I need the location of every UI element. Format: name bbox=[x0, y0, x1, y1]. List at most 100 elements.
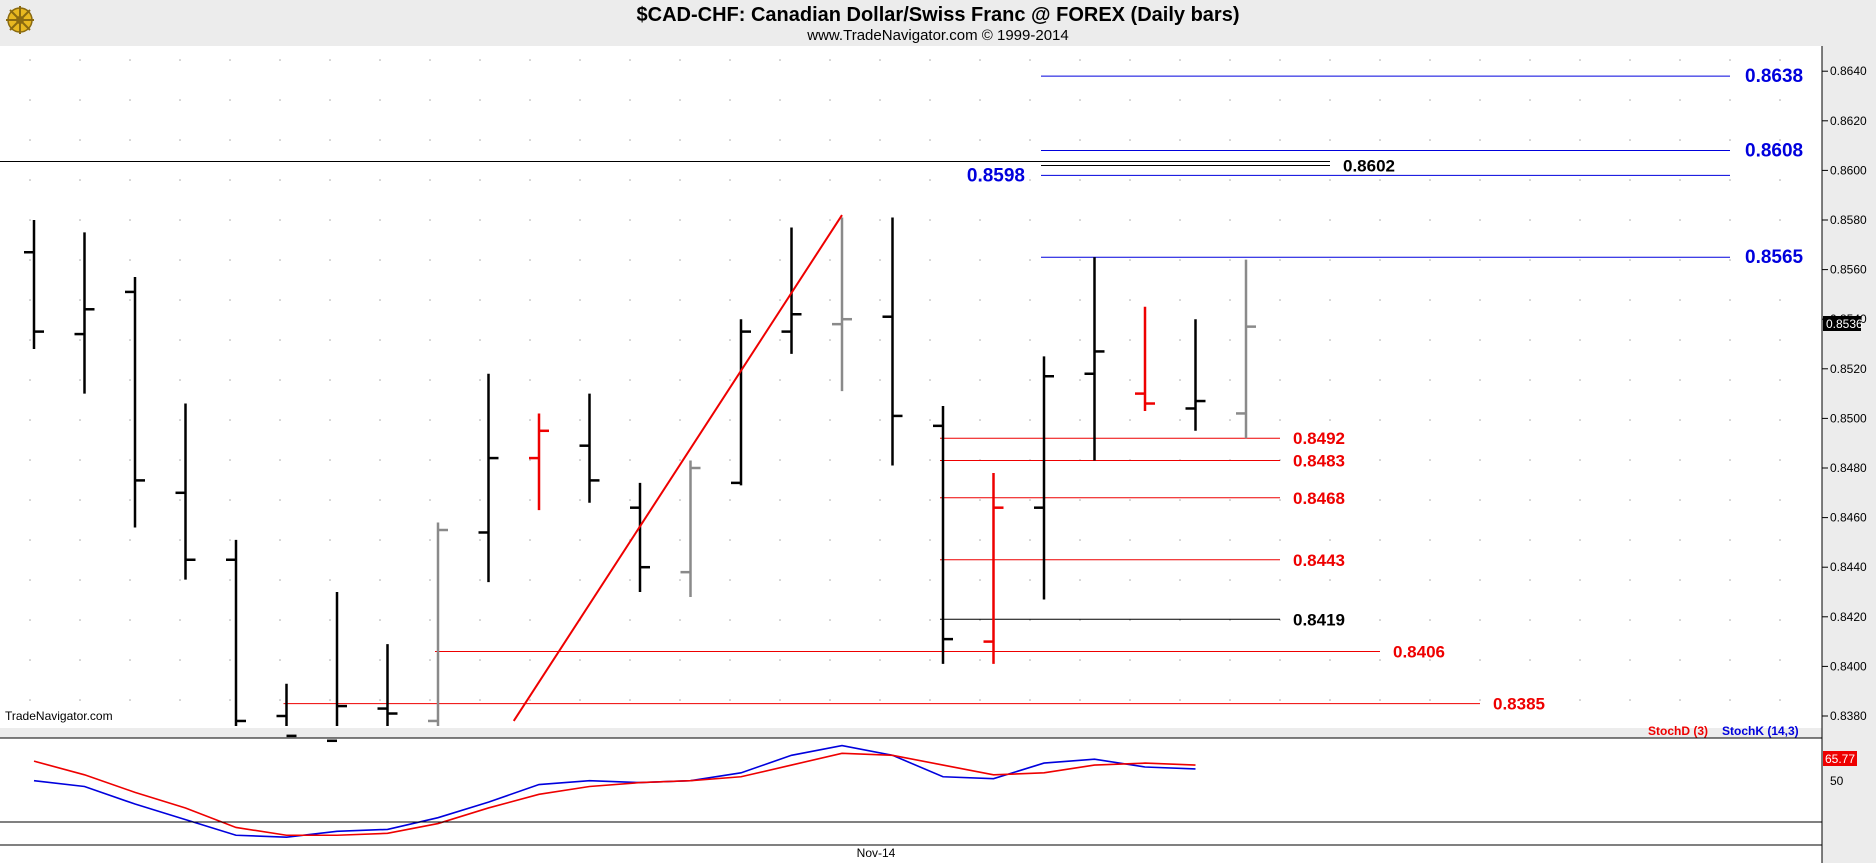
grid-dot bbox=[279, 339, 281, 341]
grid-dot bbox=[129, 379, 131, 381]
grid-dot bbox=[1429, 219, 1431, 221]
grid-dot bbox=[1279, 659, 1281, 661]
grid-dot bbox=[29, 379, 31, 381]
grid-dot bbox=[1729, 219, 1731, 221]
grid-dot bbox=[1179, 379, 1181, 381]
grid-dot bbox=[429, 219, 431, 221]
grid-dot bbox=[129, 419, 131, 421]
grid-dot bbox=[229, 179, 231, 181]
level-lines bbox=[0, 75, 1730, 705]
grid-dot bbox=[1679, 259, 1681, 261]
grid-dot bbox=[1179, 219, 1181, 221]
grid-dot bbox=[1679, 339, 1681, 341]
grid-dot bbox=[1429, 259, 1431, 261]
grid-dot bbox=[479, 579, 481, 581]
grid-dot bbox=[979, 379, 981, 381]
grid-dot bbox=[1079, 659, 1081, 661]
grid-dot bbox=[1179, 659, 1181, 661]
grid-dot bbox=[1729, 659, 1731, 661]
grid-dot bbox=[629, 579, 631, 581]
grid-dot bbox=[1429, 299, 1431, 301]
stoch-panel bbox=[0, 738, 1822, 863]
grid-dot bbox=[1579, 539, 1581, 541]
grid-dot bbox=[1679, 139, 1681, 141]
grid-dot bbox=[429, 579, 431, 581]
grid-dot bbox=[229, 499, 231, 501]
grid-dot bbox=[1329, 179, 1331, 181]
grid-dot bbox=[679, 139, 681, 141]
grid-dot bbox=[379, 219, 381, 221]
grid-dot bbox=[929, 659, 931, 661]
grid-dot bbox=[1529, 379, 1531, 381]
grid-dot bbox=[679, 299, 681, 301]
grid-dot bbox=[829, 539, 831, 541]
grid-dot bbox=[1029, 539, 1031, 541]
grid-dot bbox=[1329, 579, 1331, 581]
grid-dot bbox=[1729, 379, 1731, 381]
grid-dot bbox=[279, 59, 281, 61]
grid-dot bbox=[729, 459, 731, 461]
y-tick-label: 0.8600 bbox=[1830, 163, 1867, 177]
stochd-line bbox=[33, 752, 1196, 837]
grid-dot bbox=[1379, 219, 1381, 221]
grid-dot bbox=[379, 699, 381, 701]
grid-dot bbox=[1129, 99, 1131, 101]
grid-dot bbox=[579, 59, 581, 61]
grid-dot bbox=[1579, 99, 1581, 101]
grid-dot bbox=[29, 299, 31, 301]
grid-dot bbox=[1279, 219, 1281, 221]
grid-dot bbox=[679, 219, 681, 221]
grid-dot bbox=[329, 579, 331, 581]
grid-dot bbox=[329, 299, 331, 301]
grid-dot bbox=[179, 699, 181, 701]
grid-dot bbox=[1329, 419, 1331, 421]
grid-dot bbox=[929, 419, 931, 421]
grid-dot bbox=[529, 99, 531, 101]
grid-dot bbox=[779, 419, 781, 421]
grid-dot bbox=[379, 459, 381, 461]
grid-dot bbox=[729, 699, 731, 701]
grid-dot bbox=[1029, 179, 1031, 181]
grid-dot bbox=[379, 579, 381, 581]
grid-dot bbox=[1229, 299, 1231, 301]
grid-dot bbox=[1629, 419, 1631, 421]
grid-dot bbox=[229, 139, 231, 141]
grid-dot bbox=[979, 699, 981, 701]
grid-dot bbox=[1029, 499, 1031, 501]
grid-dot bbox=[79, 219, 81, 221]
y-tick-label: 0.8520 bbox=[1830, 362, 1867, 376]
grid-dot bbox=[529, 699, 531, 701]
grid-dot bbox=[679, 59, 681, 61]
grid-dot bbox=[1729, 499, 1731, 501]
grid-dot bbox=[1029, 339, 1031, 341]
y-tick-label: 0.8400 bbox=[1830, 659, 1867, 673]
grid-dot bbox=[429, 539, 431, 541]
grid-dot bbox=[329, 499, 331, 501]
grid-dot bbox=[1379, 339, 1381, 341]
grid-dot bbox=[229, 379, 231, 381]
grid-dot bbox=[1729, 579, 1731, 581]
grid-dot bbox=[1529, 139, 1531, 141]
grid-dot bbox=[1329, 379, 1331, 381]
grid-dot bbox=[1629, 339, 1631, 341]
grid-dot bbox=[279, 659, 281, 661]
grid-dot bbox=[829, 99, 831, 101]
grid-dot bbox=[29, 539, 31, 541]
grid-dot bbox=[1579, 499, 1581, 501]
grid-dot bbox=[579, 419, 581, 421]
grid-dot bbox=[679, 459, 681, 461]
grid-dot bbox=[529, 539, 531, 541]
grid-dot bbox=[1729, 99, 1731, 101]
grid-dot bbox=[1229, 419, 1231, 421]
y-tick-label: 0.8640 bbox=[1830, 64, 1867, 78]
grid-dot bbox=[1379, 379, 1381, 381]
watermark: TradeNavigator.com bbox=[5, 709, 113, 723]
grid-dot bbox=[79, 539, 81, 541]
grid-dot bbox=[29, 259, 31, 261]
grid-dot bbox=[1779, 539, 1781, 541]
grid-dot bbox=[479, 459, 481, 461]
grid-dot bbox=[829, 459, 831, 461]
grid-dot bbox=[879, 99, 881, 101]
grid-dot bbox=[929, 139, 931, 141]
